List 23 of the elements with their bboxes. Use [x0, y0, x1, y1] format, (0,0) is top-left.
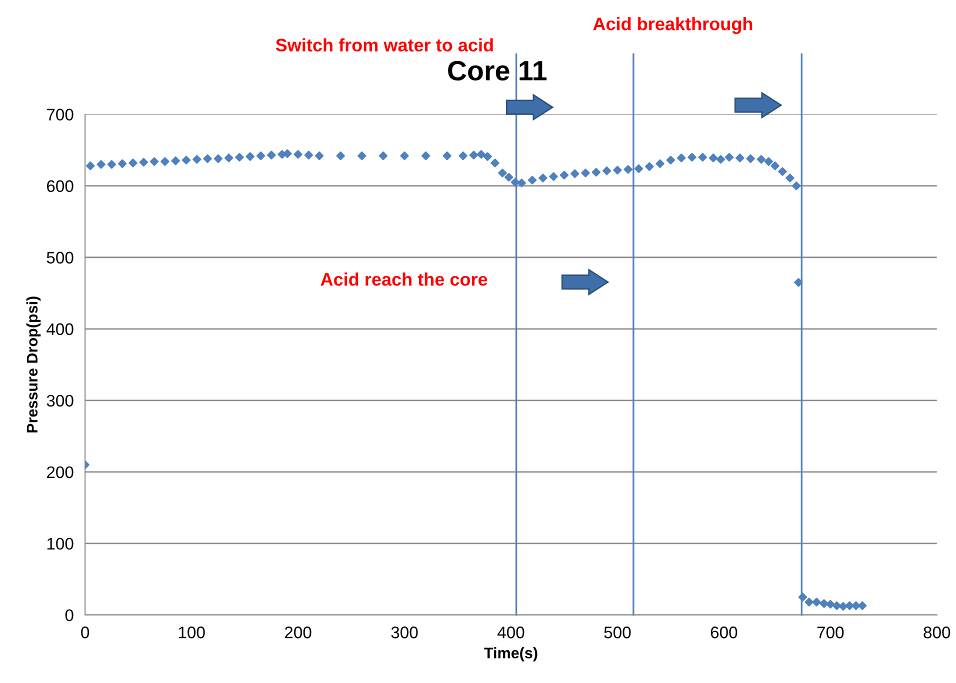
x-tick-label: 700 [817, 626, 844, 638]
x-tick-label: 0 [81, 626, 90, 638]
y-tick-label: 300 [46, 394, 74, 407]
x-tick-label: 600 [710, 626, 738, 638]
x-tick-label: 100 [178, 626, 205, 638]
text: Switch from water to acid [276, 38, 493, 52]
y-tick-label: 500 [46, 252, 74, 264]
y-tick-label: 600 [47, 180, 74, 192]
x-tick-label: 500 [604, 626, 631, 638]
y-tick-label: 400 [46, 323, 74, 336]
x-tick-label: 200 [284, 626, 312, 638]
x-tick-label: 800 [924, 626, 950, 638]
x-axis-title: Time(s) [484, 647, 538, 662]
y-tick-label: 700 [47, 108, 74, 121]
y-tick-label: 100 [47, 538, 74, 550]
x-tick-label: 300 [391, 626, 418, 638]
text: Acid breakthrough [593, 17, 752, 34]
annotation: Acid reach the core [320, 272, 488, 286]
y-tick-label: 200 [47, 466, 74, 478]
x-tick-label: 400 [497, 626, 524, 638]
y-tick-label: 0 [65, 609, 74, 622]
y-axis-title: Pressure Drop(psi) [26, 296, 41, 432]
chart-title: Core 11 [448, 60, 547, 81]
